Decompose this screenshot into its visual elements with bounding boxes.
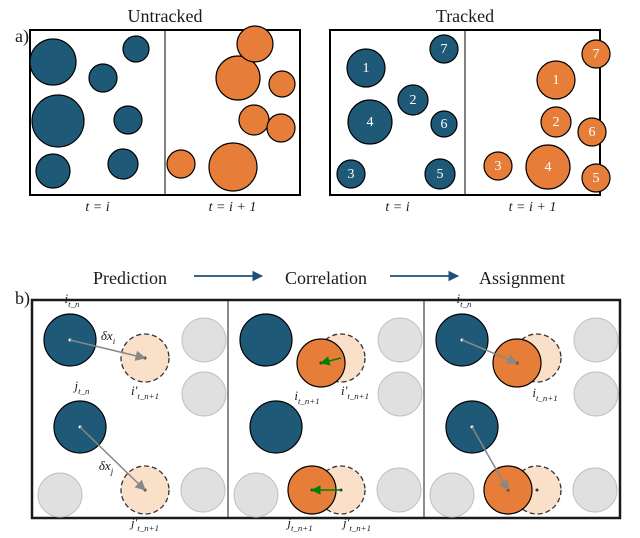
svg-text:jt_n: jt_n <box>73 378 90 396</box>
tracked-id: 6 <box>441 117 448 132</box>
panel-b-header: Correlation <box>285 268 367 288</box>
particle <box>181 468 225 512</box>
tick-right: t = i + 1 <box>209 200 257 215</box>
untracked-title: Untracked <box>128 6 203 26</box>
tracked-id: 4 <box>545 160 552 175</box>
svg-text:it_n+1: it_n+1 <box>294 388 319 406</box>
particle <box>182 318 226 362</box>
particle <box>250 401 302 453</box>
tracked-id: 2 <box>410 93 417 108</box>
particle <box>234 473 278 517</box>
tracked-id: 7 <box>441 42 448 57</box>
particle <box>123 36 149 62</box>
particle <box>378 372 422 416</box>
tracked-id: 3 <box>495 159 502 174</box>
particle <box>430 473 474 517</box>
tracked-id: 4 <box>367 115 374 130</box>
particle <box>216 56 260 100</box>
tracked-id: 3 <box>348 167 355 182</box>
particle <box>32 95 84 147</box>
particle <box>89 64 117 92</box>
svg-text:it_n: it_n <box>65 291 80 309</box>
particle <box>378 318 422 362</box>
tracked-id: 1 <box>363 61 370 76</box>
displacement-arrow <box>80 427 145 490</box>
particle <box>574 372 618 416</box>
particle <box>377 468 421 512</box>
particle <box>240 314 292 366</box>
particle <box>36 154 70 188</box>
particle <box>108 149 138 179</box>
panel-b-label: b) <box>15 288 30 309</box>
tracked-id: 5 <box>437 167 444 182</box>
tick-left: t = i <box>385 200 409 215</box>
tracked-id: 2 <box>553 115 560 130</box>
svg-text:i't_n+1: i't_n+1 <box>131 383 159 401</box>
particle <box>574 318 618 362</box>
svg-text:it_n: it_n <box>457 291 472 309</box>
particle <box>237 26 273 62</box>
figure: a) Untracked Tracked t = i t = i + 1 t = i t =… <box>0 0 640 538</box>
tracked-id: 6 <box>589 125 596 140</box>
particle <box>38 473 82 517</box>
panel-b-header: Assignment <box>479 268 565 288</box>
center-dot <box>536 489 539 492</box>
particle <box>182 372 226 416</box>
particle <box>267 114 295 142</box>
tracked-id: 7 <box>593 47 600 62</box>
panel-a-label: a) <box>15 26 29 47</box>
tick-right: t = i + 1 <box>509 200 557 215</box>
tracked-title: Tracked <box>436 6 494 26</box>
svg-text:δxi: δxi <box>101 328 116 346</box>
particle <box>209 143 257 191</box>
svg-text:i't_n+1: i't_n+1 <box>341 383 369 401</box>
panel-b-header: Prediction <box>93 268 167 288</box>
tracked-id: 5 <box>593 171 600 186</box>
particle <box>114 106 142 134</box>
particle <box>167 150 195 178</box>
svg-text:it_n+1: it_n+1 <box>532 385 557 403</box>
particle <box>30 39 76 85</box>
particle <box>239 105 269 135</box>
tick-left: t = i <box>85 200 109 215</box>
tracked-id: 1 <box>553 73 560 88</box>
svg-text:δxj: δxj <box>99 458 114 476</box>
particle <box>573 468 617 512</box>
particle <box>269 71 295 97</box>
